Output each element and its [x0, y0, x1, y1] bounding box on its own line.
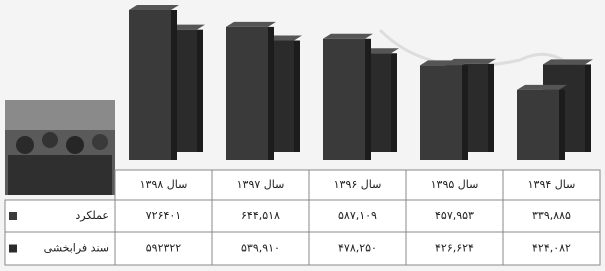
category-label: سال ۱۳۹۶	[334, 178, 382, 191]
bar	[517, 90, 559, 160]
bar-top	[420, 60, 470, 65]
category-label: سال ۱۳۹۷	[237, 178, 285, 191]
bar	[129, 10, 171, 160]
value-label: ۴۷۸,۲۵۰	[338, 242, 377, 255]
category-label: سال ۱۳۹۸	[140, 178, 188, 191]
value-label: ۵۳۹,۹۱۰	[241, 242, 280, 255]
value-label: ۵۹۲۳۲۲	[146, 242, 182, 255]
value-label: ۴۵۷,۹۵۳	[435, 209, 474, 222]
legend-label: عملکرد	[75, 209, 109, 222]
bar-side	[171, 10, 177, 160]
bar-top	[226, 22, 276, 27]
bar-side	[391, 53, 397, 152]
bar	[226, 27, 268, 160]
bar-side	[365, 39, 371, 160]
chart: سال ۱۳۹۴ ۳۳۹,۸۸۵ ۴۲۴,۰۸۲ سال ۱۳۹۵ ۴۵۷,۹۵۳ ۴۲۶…	[0, 0, 605, 271]
value-label: ۳۳۹,۸۸۵	[532, 209, 571, 222]
legend-key	[9, 245, 17, 253]
legend-key	[9, 212, 17, 220]
bar	[420, 65, 462, 160]
legend-label: سند فرابخشی	[44, 242, 109, 255]
bar-top	[543, 59, 593, 64]
bar-side	[197, 30, 203, 152]
value-label: ۶۴۴,۵۱۸	[241, 209, 280, 222]
bar-side	[488, 64, 494, 152]
bar-top	[129, 5, 179, 10]
value-label: ۵۸۷,۱۰۹	[338, 209, 377, 222]
bar-top	[517, 85, 567, 90]
value-label: ۴۲۴,۰۸۲	[532, 242, 571, 255]
value-label: ۴۲۶,۶۲۴	[435, 242, 474, 255]
value-label: ۷۲۶۴۰۱	[146, 209, 181, 222]
bar-side	[462, 65, 468, 160]
bar-side	[294, 41, 300, 152]
photo	[5, 100, 115, 195]
bar-side	[559, 90, 565, 160]
bar-side	[585, 64, 591, 152]
bar-side	[268, 27, 274, 160]
bar	[323, 39, 365, 160]
category-label: سال ۱۳۹۴	[528, 178, 576, 191]
category-label: سال ۱۳۹۵	[431, 178, 479, 191]
bar-top	[323, 34, 373, 39]
